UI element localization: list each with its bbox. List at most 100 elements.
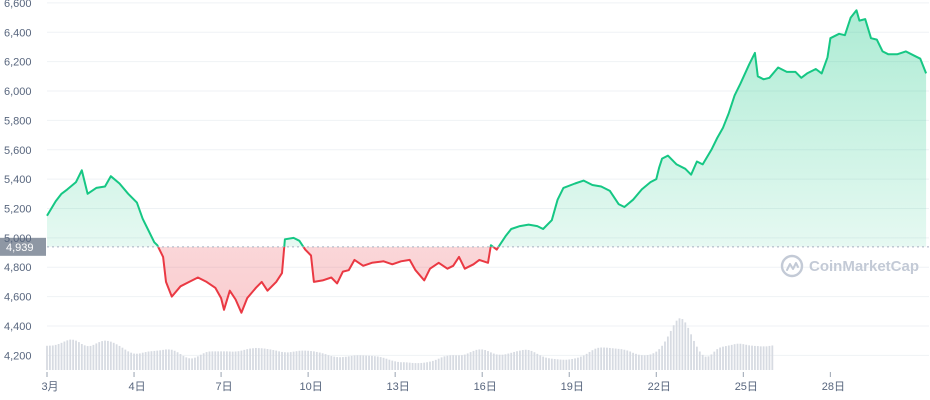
volume-bar bbox=[533, 352, 536, 370]
volume-bar bbox=[666, 336, 669, 370]
volume-bar bbox=[681, 319, 684, 370]
volume-bar bbox=[751, 345, 753, 370]
volume-bar bbox=[107, 340, 109, 370]
volume-bar bbox=[289, 352, 292, 370]
volume-bar bbox=[513, 351, 516, 370]
volume-bar bbox=[115, 344, 118, 370]
volume-bar bbox=[63, 341, 66, 370]
y-axis-ticks: 4,200 4,400 4,600 4,800 5,000 5,200 5,400 5,600… bbox=[4, 0, 32, 362]
volume-bar bbox=[214, 351, 217, 370]
volume-bar bbox=[301, 350, 304, 370]
volume-bar bbox=[202, 353, 205, 370]
volume-bar bbox=[182, 355, 185, 370]
volume-bar bbox=[460, 355, 463, 370]
volume-bar bbox=[136, 353, 138, 370]
volume-bar bbox=[469, 352, 472, 370]
volume-bar bbox=[733, 344, 736, 370]
volume-bar bbox=[356, 355, 359, 370]
volume-bar bbox=[629, 351, 632, 370]
volume-bar bbox=[344, 356, 347, 370]
volume-bar bbox=[196, 356, 199, 370]
volume-bar bbox=[527, 350, 530, 370]
y-tick-label: 6,600 bbox=[4, 0, 32, 10]
volume-bar bbox=[112, 342, 115, 370]
volume-bar bbox=[704, 356, 707, 370]
volume-bar bbox=[664, 341, 666, 370]
volume-bar bbox=[495, 354, 498, 370]
volume-bar bbox=[521, 350, 524, 370]
volume-bar bbox=[530, 350, 533, 370]
volume-bar bbox=[617, 348, 620, 370]
volume-bar bbox=[707, 356, 710, 370]
volume-bar bbox=[292, 351, 295, 370]
volume-bar bbox=[658, 349, 661, 370]
x-tick-label: 25日 bbox=[735, 381, 758, 393]
volume-bar bbox=[762, 346, 765, 370]
y-tick-label: 5,000 bbox=[4, 233, 32, 245]
volume-bar bbox=[434, 359, 437, 370]
volume-bar bbox=[452, 355, 455, 370]
volume-bar bbox=[54, 344, 57, 370]
volume-bar bbox=[208, 351, 211, 370]
volume-bar bbox=[83, 345, 86, 370]
volume-bar bbox=[269, 349, 272, 370]
volume-bar bbox=[46, 345, 48, 370]
volume-bar bbox=[104, 340, 106, 370]
volume-bar bbox=[101, 341, 104, 370]
x-tick-label: 4日 bbox=[128, 381, 145, 393]
volume-bar bbox=[481, 349, 484, 370]
volume-bar bbox=[588, 351, 591, 370]
volume-bar bbox=[519, 350, 521, 370]
volume-bar bbox=[159, 350, 162, 370]
volume-bar bbox=[385, 358, 388, 370]
volume-bar bbox=[565, 359, 568, 370]
volume-bar bbox=[321, 353, 324, 370]
volume-bar bbox=[539, 355, 542, 370]
volume-bar bbox=[672, 325, 675, 370]
volume-bar bbox=[426, 362, 428, 370]
volume-bar bbox=[574, 358, 576, 370]
volume-bar bbox=[701, 354, 704, 370]
volume-bar bbox=[80, 344, 83, 370]
volume-bar bbox=[507, 353, 510, 370]
volume-bar bbox=[225, 351, 228, 370]
x-tick-label: 7日 bbox=[216, 381, 233, 393]
volume-bar bbox=[577, 357, 579, 370]
volume-bar bbox=[199, 354, 202, 370]
price-line-down bbox=[156, 246, 500, 314]
volume-bar bbox=[376, 356, 379, 370]
volume-bar bbox=[318, 352, 321, 370]
reference-label: 4,939 bbox=[6, 242, 34, 254]
volume-bar bbox=[556, 359, 559, 370]
volume-bar bbox=[582, 355, 585, 370]
volume-bar bbox=[443, 356, 446, 370]
volume-bar bbox=[141, 352, 144, 370]
volume-bar bbox=[165, 349, 167, 370]
volume-bar bbox=[655, 351, 658, 370]
volume-bar bbox=[333, 356, 336, 370]
volume-bar bbox=[640, 355, 643, 370]
volume-bar bbox=[217, 351, 220, 370]
volume-bar bbox=[423, 362, 426, 370]
volume-bar bbox=[237, 351, 240, 370]
volume-bar bbox=[382, 357, 385, 370]
volume-bar bbox=[684, 322, 687, 370]
volume-bar bbox=[49, 345, 51, 370]
x-tick-label: 28日 bbox=[822, 381, 845, 393]
area-fill-above bbox=[47, 10, 927, 247]
x-tick-label: 13日 bbox=[387, 381, 410, 393]
volume-bar bbox=[745, 344, 748, 370]
volume-bar bbox=[579, 356, 582, 370]
volume-bar bbox=[185, 357, 188, 370]
volume-bar bbox=[284, 352, 286, 370]
volume-bar bbox=[736, 343, 739, 370]
volume-bar bbox=[649, 354, 652, 370]
volume-bar bbox=[127, 351, 130, 370]
volume-bar bbox=[394, 361, 397, 370]
volume-bar bbox=[57, 344, 60, 370]
volume-bar bbox=[188, 358, 191, 370]
volume-bar bbox=[568, 359, 571, 370]
volume-bar bbox=[211, 351, 214, 370]
volume-bar bbox=[121, 347, 124, 370]
